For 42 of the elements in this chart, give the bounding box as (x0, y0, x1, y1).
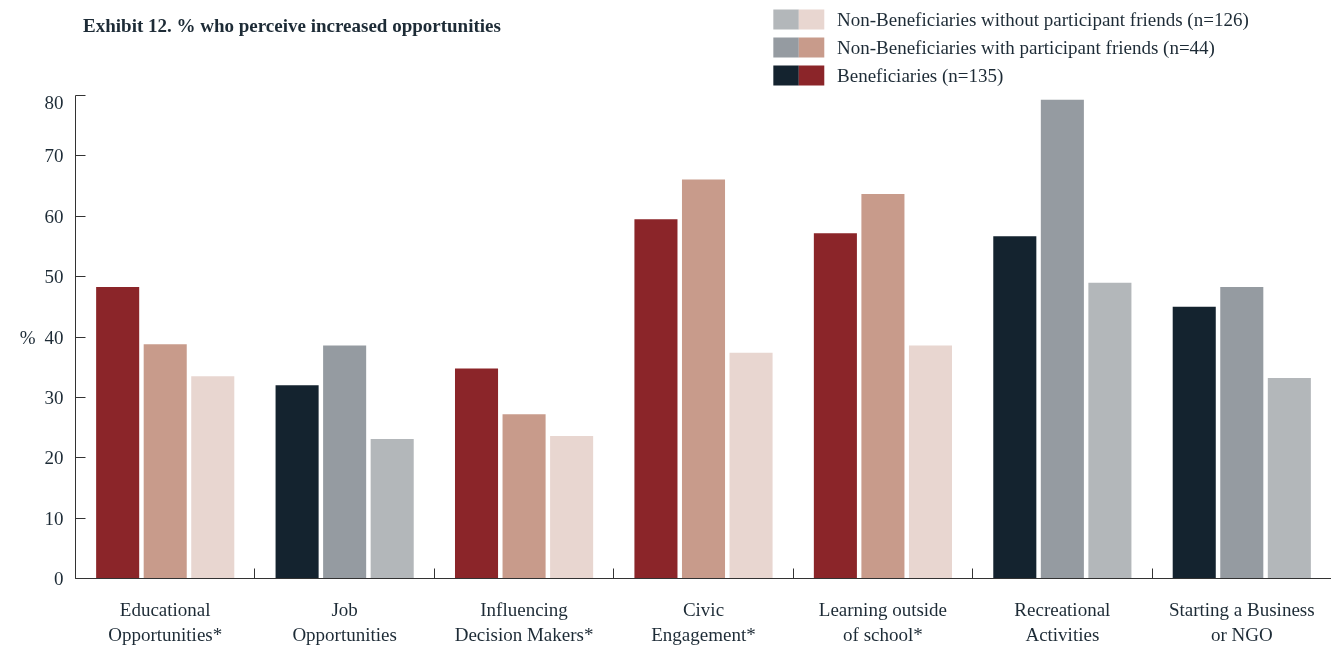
legend-label: Beneficiaries (n=135) (837, 65, 1004, 87)
legend-label: Non-Beneficiaries without participant friends (n=126) (837, 9, 1249, 31)
bar (550, 436, 594, 579)
bar (681, 179, 726, 579)
legend-label: Non-Beneficiaries with participant friends (n=44) (837, 37, 1215, 59)
x-tick-label: Recreational Activities (1014, 598, 1111, 645)
bar (908, 345, 953, 579)
y-tick-label: 50 (44, 266, 64, 288)
bar (1220, 286, 1264, 579)
bar (1172, 306, 1216, 579)
bar (1040, 99, 1084, 579)
y-tick-label: 60 (44, 205, 64, 227)
bar (323, 345, 367, 579)
x-tick-label: Learning outside of school* (818, 598, 948, 645)
x-tick-label: Civic Engagement* (651, 598, 756, 645)
bar (729, 352, 773, 579)
chart-title: Exhibit 12. % who perceive increased opportunities (83, 15, 501, 36)
y-tick-label: 80 (44, 91, 64, 113)
bar (634, 219, 678, 579)
y-tick-label: 20 (44, 447, 64, 469)
x-tick-label: Influencing Decision Makers* (454, 598, 594, 645)
y-tick-label: 70 (44, 145, 64, 167)
bar (502, 414, 546, 579)
y-tick-label: 40 (44, 326, 64, 348)
bar (96, 286, 140, 579)
bar (275, 385, 319, 579)
bar (191, 376, 235, 579)
bar (1088, 282, 1132, 579)
bar (370, 439, 414, 579)
bar (454, 368, 499, 579)
bar (861, 193, 905, 579)
y-tick-label: 0 (54, 568, 64, 589)
bar (1267, 378, 1311, 579)
bar (993, 236, 1037, 579)
y-tick-label: 30 (44, 386, 64, 408)
bar (143, 344, 187, 579)
y-tick-label: 10 (44, 507, 64, 529)
x-tick-label: Educational Opportunities* (108, 598, 223, 645)
bar (813, 233, 857, 579)
x-tick-label: Job Opportunities (292, 598, 397, 645)
x-tick-label: Starting a Business or NGO (1168, 598, 1315, 645)
y-axis-title: % (19, 326, 36, 348)
